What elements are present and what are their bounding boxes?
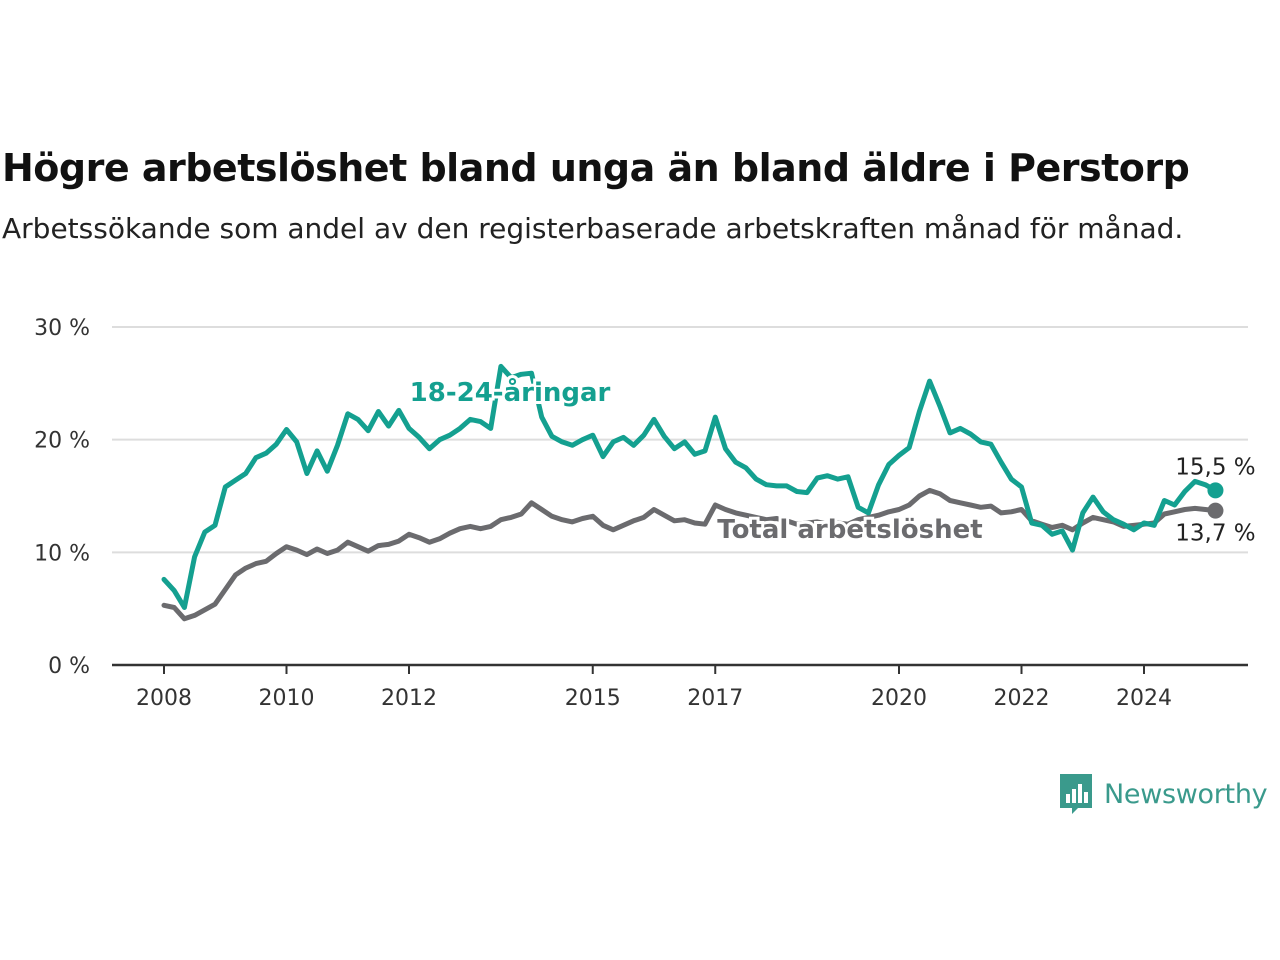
y-tick-label: 0 %	[48, 654, 90, 679]
end-point-youth	[1207, 482, 1224, 499]
y-tick-label: 20 %	[34, 429, 90, 454]
newsworthy-logo-icon	[1060, 774, 1092, 814]
x-tick-label: 2022	[994, 686, 1050, 711]
y-tick-label: 10 %	[34, 541, 90, 566]
brand-name: Newsworthy	[1104, 778, 1268, 810]
axes: 0 % 10 % 20 % 30 % 2008 2010 2012 2015 2017 2020 2…	[34, 316, 1248, 711]
series-lines	[161, 363, 1224, 622]
series-labels: 18-24-åringar Total arbetslöshet 15,5 % 13,…	[407, 373, 1256, 548]
x-tick-label: 2012	[381, 686, 437, 711]
x-tick-label: 2008	[136, 686, 192, 711]
end-point-total	[1207, 502, 1224, 519]
x-tick-label: 2015	[565, 686, 621, 711]
chart-title: Högre arbetslöshet bland unga än bland ä…	[2, 146, 1190, 190]
newsworthy-brand: Newsworthy	[1058, 772, 1268, 816]
series-label-total: Total arbetslöshet	[717, 515, 982, 545]
chart-subtitle: Arbetssökande som andel av den registerb…	[2, 212, 1184, 245]
y-tick-label: 30 %	[34, 316, 90, 341]
series-label-youth: 18-24-åringar	[410, 376, 611, 408]
series-line-total	[161, 487, 1218, 622]
series-line-youth	[161, 363, 1218, 610]
end-value-label-total: 13,7 %	[1175, 521, 1255, 547]
x-tick-label: 2017	[687, 686, 743, 711]
x-tick-label: 2024	[1116, 686, 1172, 711]
x-tick-label: 2020	[871, 686, 927, 711]
end-value-label-youth: 15,5 %	[1175, 454, 1255, 480]
x-tick-label: 2010	[259, 686, 315, 711]
